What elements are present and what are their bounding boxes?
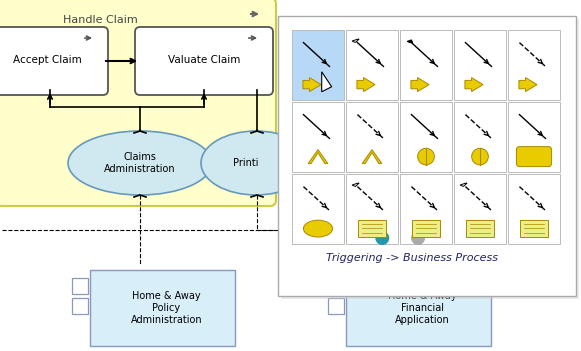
Circle shape: [411, 231, 425, 245]
Ellipse shape: [68, 131, 212, 195]
Polygon shape: [460, 183, 467, 186]
Bar: [400, 174, 452, 244]
Bar: [278, 16, 576, 296]
Bar: [72, 278, 88, 294]
Polygon shape: [362, 150, 382, 164]
FancyArrow shape: [357, 78, 375, 92]
Bar: [72, 298, 88, 314]
Text: Valuate Claim: Valuate Claim: [168, 55, 240, 65]
Text: Triggering -> Business Process: Triggering -> Business Process: [326, 253, 498, 263]
Circle shape: [418, 148, 435, 165]
Circle shape: [375, 231, 389, 245]
Polygon shape: [308, 150, 328, 164]
Bar: [358, 220, 386, 237]
Bar: [292, 174, 344, 244]
Ellipse shape: [303, 220, 332, 237]
Bar: [508, 102, 560, 172]
Bar: [400, 30, 452, 100]
Bar: [413, 220, 439, 237]
Text: Printi: Printi: [233, 158, 259, 168]
Bar: [346, 30, 398, 100]
Bar: [281, 19, 579, 299]
Text: Accept Claim: Accept Claim: [13, 55, 81, 65]
Ellipse shape: [201, 131, 311, 195]
FancyArrow shape: [465, 78, 483, 92]
Bar: [328, 278, 344, 294]
FancyArrow shape: [519, 78, 537, 92]
FancyBboxPatch shape: [0, 0, 276, 206]
Bar: [346, 270, 491, 346]
Bar: [454, 30, 506, 100]
FancyBboxPatch shape: [0, 27, 108, 95]
Bar: [521, 220, 547, 237]
FancyArrow shape: [411, 78, 429, 92]
FancyBboxPatch shape: [135, 27, 273, 95]
Bar: [508, 30, 560, 100]
Bar: [454, 102, 506, 172]
Polygon shape: [407, 40, 413, 43]
Bar: [467, 220, 493, 237]
Bar: [400, 102, 452, 172]
Text: Handle Claim: Handle Claim: [63, 15, 137, 25]
Polygon shape: [322, 72, 332, 92]
Bar: [346, 174, 398, 244]
Text: Claims
Administration: Claims Administration: [104, 152, 176, 174]
Circle shape: [472, 148, 488, 165]
Bar: [508, 174, 560, 244]
Bar: [292, 30, 344, 100]
Polygon shape: [352, 183, 359, 186]
Bar: [90, 270, 235, 346]
Bar: [328, 298, 344, 314]
FancyArrow shape: [303, 78, 321, 92]
Text: Home & Away
Financial
Application: Home & Away Financial Application: [388, 291, 457, 325]
Bar: [454, 174, 506, 244]
Bar: [346, 102, 398, 172]
Polygon shape: [352, 39, 359, 42]
FancyBboxPatch shape: [517, 147, 551, 167]
Bar: [292, 102, 344, 172]
Text: Home & Away
Policy
Administration: Home & Away Policy Administration: [131, 291, 202, 325]
